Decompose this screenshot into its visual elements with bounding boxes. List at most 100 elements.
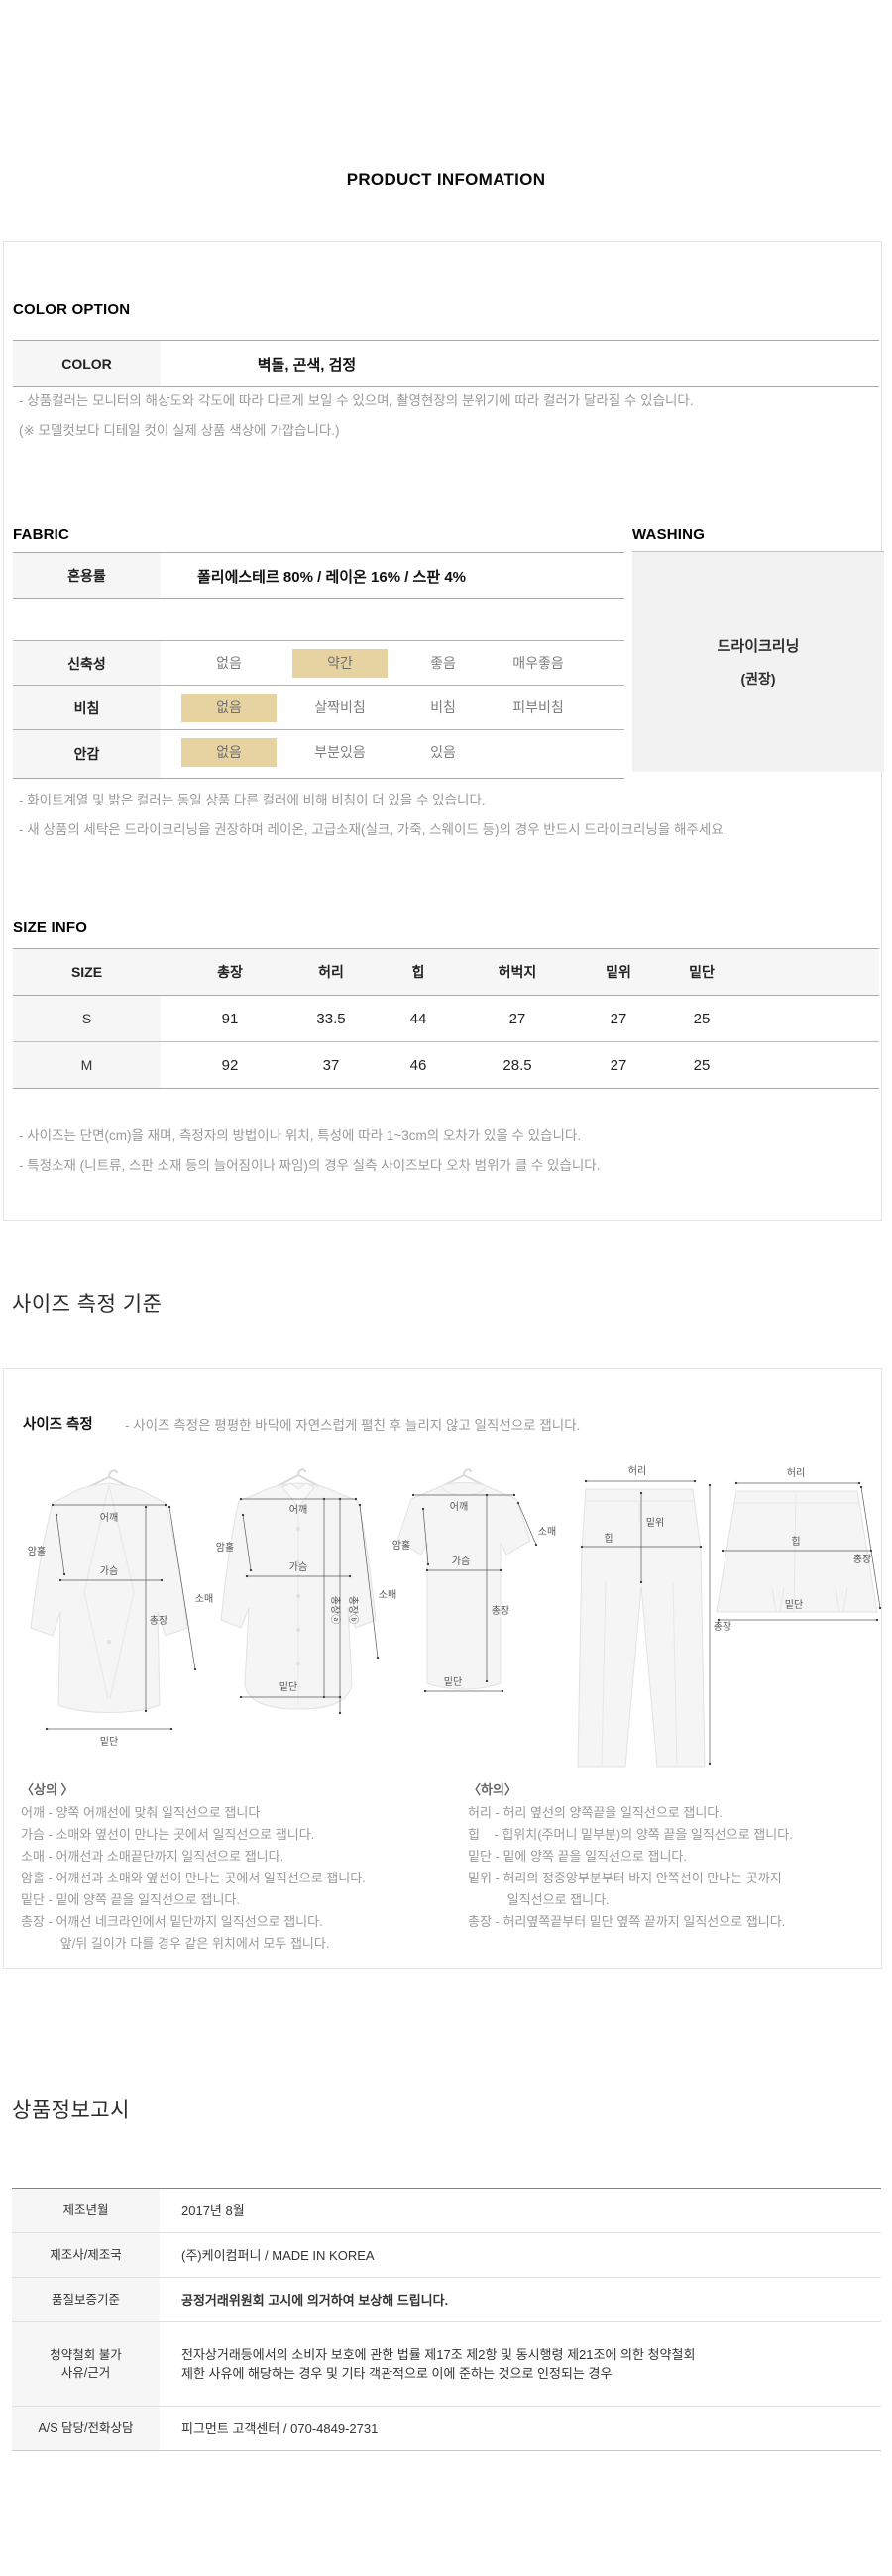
jacket-armhole-label: 암홀: [28, 1545, 46, 1557]
fabric-option-selected: 없음: [181, 738, 277, 767]
size-value: 27: [508, 1010, 526, 1027]
notice-row-label: 청약철회 불가 사유/근거: [12, 2322, 160, 2406]
size-value: 33.5: [316, 1010, 346, 1027]
tshirt-armhole-label: 암홀: [392, 1539, 410, 1552]
size-col-header: 허리: [318, 964, 344, 980]
notice-row-label: 품질보증기준: [12, 2278, 160, 2321]
size-info-heading: SIZE INFO: [13, 919, 88, 936]
product-spec-panel: COLOR OPTION COLOR 벽돌, 곤색, 검정 - 상품컬러는 모니…: [3, 241, 884, 1221]
measure-guide-heading: 사이즈 측정 기준: [12, 1293, 163, 1316]
washing-method-note: (권장): [740, 671, 776, 687]
notice-row-value: 전자상거래등에서의 소비자 보호에 관한 법률 제17조 제2항 및 동시행령 …: [181, 2347, 696, 2381]
pants-diagram: 허리 밑위 힙 총장: [577, 1465, 731, 1768]
jacket-length-label: 총장: [150, 1615, 167, 1627]
skirt-waist-label: 허리: [787, 1467, 805, 1479]
fabric-property-label: 비침: [13, 686, 161, 730]
washing-box: 드라이크리닝 (권장): [632, 551, 884, 772]
notice-row: 품질보증기준 공정거래위원회 고시에 의거하여 보상해 드립니다.: [12, 2278, 881, 2322]
fabric-property-row: 비침 없음 살짝비침 비침 피부비침: [13, 685, 624, 730]
fabric-note-line: - 화이트계열 및 밝은 컬러는 동일 상품 다른 컬러에 비해 비침이 더 있…: [19, 793, 486, 807]
measure-description: - 사이즈 측정은 평평한 바닥에 자연스럽게 펼친 후 늘리지 않고 일직선으…: [125, 1418, 581, 1433]
fabric-table: 혼용률 폴리에스테르 80% / 레이온 16% / 스판 4% 신축성 없음 약간…: [13, 552, 624, 779]
fabric-blend-value: 폴리에스테르 80% / 레이온 16% / 스판 4%: [196, 568, 467, 586]
notice-row: 제조사/제조국 (주)케이컴퍼니 / MADE IN KOREA: [12, 2233, 881, 2278]
pants-length-label: 총장: [714, 1621, 731, 1633]
notice-row-value: 2017년 8월: [181, 2202, 245, 2218]
jacket-shoulder-label: 어깨: [100, 1512, 118, 1524]
fabric-blend-label: 혼용률: [13, 553, 161, 598]
fabric-property-row: 신축성 없음 약간 좋음 매우좋음: [13, 640, 624, 686]
pants-waist-label: 허리: [628, 1465, 646, 1477]
fabric-option: 피부비침: [512, 699, 564, 715]
notice-row: 청약철회 불가 사유/근거 전자상거래등에서의 소비자 보호에 관한 법률 제17…: [12, 2322, 881, 2407]
size-value: 27: [610, 1056, 627, 1074]
jacket-diagram: 어깨 암홀 가슴 소매 총장 밑단: [28, 1469, 213, 1748]
skirt-diagram: 허리 힙 총장 밑단: [716, 1467, 882, 1622]
notice-row-value: 공정거래위원회 고시에 의거하여 보상해 드립니다.: [181, 2292, 449, 2308]
size-value: 25: [693, 1056, 711, 1074]
fabric-blend-row: 혼용률 폴리에스테르 80% / 레이온 16% / 스판 4%: [13, 552, 624, 599]
size-note-line: - 사이즈는 단면(cm)을 재며, 측정자의 방법이나 위치, 특성에 따라 …: [19, 1128, 582, 1143]
jacket-hem-label: 밑단: [100, 1736, 118, 1748]
fabric-notes: - 화이트계열 및 밝은 컬러는 동일 상품 다른 컬러에 비해 비침이 더 있…: [19, 786, 726, 845]
fabric-option-selected: 없음: [181, 694, 277, 722]
top-garment-measure-lines: 어깨 - 양쪽 어깨선에 맞춰 일직선으로 잽니다 가슴 - 소매와 옆선이 만…: [21, 1805, 366, 1951]
notice-heading: 상품정보고시: [12, 2099, 130, 2122]
size-table-row: SIZE 총장 허리 힙 허벅지 밑위 밑단: [13, 948, 879, 996]
tshirt-length-label: 총장: [492, 1605, 509, 1617]
skirt-hem-label: 밑단: [785, 1599, 803, 1611]
fabric-option: 있음: [430, 744, 456, 760]
notice-row-label: A/S 담당/전화상담: [12, 2407, 160, 2450]
bottom-garment-measure-lines: 허리 - 허리 옆선의 양쪽끝을 일직선으로 잽니다. 힙 - 힙위치(주머니 …: [468, 1805, 793, 1929]
size-notes: - 사이즈는 단면(cm)을 재며, 측정자의 방법이나 위치, 특성에 따라 …: [19, 1122, 600, 1181]
color-table: COLOR 벽돌, 곤색, 검정: [13, 340, 879, 387]
jacket-sleeve-label: 소매: [195, 1593, 213, 1605]
size-table-row: M 92 37 46 28.5 27 25: [13, 1042, 879, 1089]
tshirt-chest-label: 가슴: [452, 1556, 470, 1567]
size-col-header: SIZE: [70, 964, 103, 980]
color-note-line: (※ 모델컷보다 디테일 컷이 실제 상품 색상에 가깝습니다.): [19, 423, 340, 438]
size-table: SIZE 총장 허리 힙 허벅지 밑위 밑단 S 91 33.5 44 27 27 25 M 92 37 46 28…: [13, 948, 879, 1089]
fabric-option: 매우좋음: [512, 655, 564, 671]
notice-row-value: (주)케이컴퍼니 / MADE IN KOREA: [181, 2247, 375, 2263]
fabric-option: 없음: [216, 655, 242, 671]
tshirt-shoulder-label: 어깨: [450, 1501, 468, 1513]
color-note-line: - 상품컬러는 모니터의 해상도와 각도에 따라 다르게 보일 수 있으며, 촬…: [19, 393, 694, 408]
fabric-property-label: 안감: [13, 730, 161, 778]
notice-row-label: 제조년월: [12, 2189, 160, 2232]
washing-method: 드라이크리닝: [717, 638, 800, 655]
shirt-armhole-label: 암홀: [216, 1541, 234, 1554]
size-col-header: 힙: [411, 964, 425, 980]
shirt-chest-label: 가슴: [289, 1561, 307, 1573]
notice-row: 제조년월 2017년 8월: [12, 2189, 881, 2233]
shirt-sleeve-label: 소매: [379, 1589, 396, 1601]
size-value: 46: [409, 1056, 427, 1074]
shirt-shoulder-label: 어깨: [289, 1504, 307, 1516]
size-col-header: 밑단: [689, 964, 715, 980]
skirt-length-label: 총장: [853, 1554, 871, 1565]
fabric-property-row: 안감 없음 부분있음 있음: [13, 729, 624, 779]
color-option-heading: COLOR OPTION: [13, 301, 131, 318]
fabric-option: 좋음: [430, 655, 456, 671]
page-title: PRODUCT INFOMATION: [346, 170, 546, 189]
bottom-garment-title: 〈하의〉: [468, 1782, 517, 1797]
color-row-value: 벽돌, 곤색, 검정: [257, 356, 357, 374]
tshirt-diagram: 어깨 암홀 소매 가슴 총장 밑단: [392, 1468, 556, 1693]
washing-heading: WASHING: [632, 526, 706, 543]
top-garment-title: 〈상의 〉: [21, 1782, 74, 1797]
fabric-option: 살짝비침: [314, 699, 366, 715]
size-table-row: S 91 33.5 44 27 27 25: [13, 996, 879, 1042]
notice-row-value: 피그먼트 고객센터 / 070-4849-2731: [181, 2420, 379, 2436]
size-value: 27: [610, 1010, 627, 1027]
fabric-property-label: 신축성: [13, 641, 161, 686]
fabric-option: 비침: [430, 699, 456, 715]
measure-label: 사이즈 측정: [23, 1417, 93, 1433]
skirt-hip-label: 힙: [791, 1536, 800, 1548]
size-row-label: S: [13, 996, 161, 1041]
tshirt-sleeve-label: 소매: [538, 1526, 556, 1538]
size-col-header: 총장: [217, 964, 243, 980]
garment-measure-diagrams: 어깨 암홀 가슴 소매 총장 밑단: [28, 1465, 882, 1768]
tshirt-hem-label: 밑단: [444, 1676, 462, 1688]
